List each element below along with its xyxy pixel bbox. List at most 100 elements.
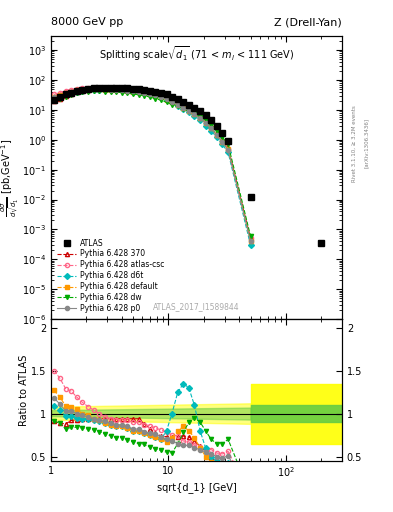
Pythia 6.428 370 (170, 95, 174, 101)
ATLAS (170, 94, 174, 100)
Pythia 6.428 d6t (215, 134, 219, 140)
Pythia 6.428 atlas-csc (119, 86, 124, 92)
Pythia 6.428 dw (119, 90, 124, 96)
Pythia 6.428 370 (215, 129, 219, 135)
Pythia 6.428 atlas-csc (175, 100, 180, 106)
Pythia 6.428 p0 (114, 87, 119, 93)
Pythia 6.428 d6t (63, 91, 68, 97)
Pythia 6.428 default (203, 120, 208, 126)
Pythia 6.428 p0 (198, 115, 202, 121)
Pythia 6.428 p0 (75, 88, 79, 94)
Pythia 6.428 p0 (153, 92, 158, 98)
Pythia 6.428 atlas-csc (164, 94, 169, 100)
Pythia 6.428 p0 (108, 87, 113, 93)
Pythia 6.428 370 (52, 98, 57, 104)
ATLAS (198, 108, 202, 114)
Pythia 6.428 atlas-csc (97, 85, 102, 91)
Pythia 6.428 p0 (215, 132, 219, 138)
Pythia 6.428 atlas-csc (63, 88, 68, 94)
Pythia 6.428 d6t (209, 127, 213, 134)
ATLAS (159, 90, 163, 96)
ATLAS (136, 86, 141, 92)
Pythia 6.428 370 (153, 90, 158, 96)
Pythia 6.428 p0 (136, 89, 141, 95)
Pythia 6.428 dw (186, 108, 191, 114)
Pythia 6.428 default (136, 89, 141, 95)
Pythia 6.428 dw (175, 103, 180, 110)
Pythia 6.428 atlas-csc (108, 86, 113, 92)
Pythia 6.428 370 (175, 98, 180, 104)
Pythia 6.428 d6t (52, 95, 57, 101)
Pythia 6.428 dw (248, 233, 253, 239)
Pythia 6.428 d6t (142, 90, 147, 96)
ATLAS (220, 130, 225, 136)
Pythia 6.428 370 (142, 88, 147, 94)
ATLAS (86, 86, 90, 92)
Pythia 6.428 atlas-csc (203, 119, 208, 125)
Pythia 6.428 d6t (86, 87, 90, 93)
Pythia 6.428 370 (58, 95, 62, 101)
ATLAS (63, 91, 68, 97)
Pythia 6.428 370 (114, 86, 119, 92)
Line: Pythia 6.428 atlas-csc: Pythia 6.428 atlas-csc (52, 86, 253, 241)
Pythia 6.428 dw (142, 93, 147, 99)
Pythia 6.428 atlas-csc (131, 87, 136, 93)
ATLAS (131, 86, 136, 92)
Pythia 6.428 p0 (80, 87, 85, 93)
Pythia 6.428 atlas-csc (181, 103, 186, 110)
Pythia 6.428 370 (226, 144, 230, 151)
Pythia 6.428 d6t (186, 109, 191, 115)
Pythia 6.428 dw (215, 127, 219, 134)
Pythia 6.428 default (97, 86, 102, 92)
Pythia 6.428 370 (164, 93, 169, 99)
Pythia 6.428 p0 (125, 88, 130, 94)
Pythia 6.428 370 (198, 113, 202, 119)
Pythia 6.428 atlas-csc (159, 93, 163, 99)
Pythia 6.428 atlas-csc (147, 90, 152, 96)
Pythia 6.428 370 (63, 93, 68, 99)
Pythia 6.428 p0 (209, 125, 213, 132)
Pythia 6.428 default (58, 92, 62, 98)
Pythia 6.428 dw (97, 88, 102, 94)
Pythia 6.428 d6t (119, 87, 124, 93)
Y-axis label: Ratio to ATLAS: Ratio to ATLAS (20, 354, 29, 425)
Pythia 6.428 370 (181, 101, 186, 108)
Pythia 6.428 370 (136, 87, 141, 93)
ATLAS (75, 88, 79, 94)
Pythia 6.428 default (119, 87, 124, 93)
Pythia 6.428 atlas-csc (86, 85, 90, 91)
Pythia 6.428 default (108, 87, 113, 93)
Pythia 6.428 default (69, 89, 74, 95)
Pythia 6.428 default (248, 238, 253, 244)
Pythia 6.428 dw (92, 88, 96, 94)
Pythia 6.428 default (198, 115, 202, 121)
Legend: ATLAS, Pythia 6.428 370, Pythia 6.428 atlas-csc, Pythia 6.428 d6t, Pythia 6.428 : ATLAS, Pythia 6.428 370, Pythia 6.428 at… (55, 236, 167, 315)
Pythia 6.428 p0 (175, 101, 180, 108)
Pythia 6.428 default (164, 97, 169, 103)
Pythia 6.428 default (220, 139, 225, 145)
Line: Pythia 6.428 d6t: Pythia 6.428 d6t (52, 88, 253, 247)
Pythia 6.428 atlas-csc (153, 91, 158, 97)
Pythia 6.428 atlas-csc (170, 97, 174, 103)
Pythia 6.428 d6t (226, 150, 230, 156)
Pythia 6.428 p0 (119, 87, 124, 93)
Pythia 6.428 atlas-csc (226, 146, 230, 152)
Pythia 6.428 d6t (159, 94, 163, 100)
Pythia 6.428 default (170, 99, 174, 105)
Pythia 6.428 dw (136, 92, 141, 98)
Pythia 6.428 d6t (198, 117, 202, 123)
Pythia 6.428 p0 (69, 89, 74, 95)
Pythia 6.428 p0 (97, 86, 102, 92)
Pythia 6.428 dw (153, 95, 158, 101)
Pythia 6.428 dw (164, 99, 169, 105)
Pythia 6.428 atlas-csc (248, 236, 253, 242)
Pythia 6.428 default (80, 87, 85, 93)
Pythia 6.428 atlas-csc (80, 85, 85, 91)
ATLAS (103, 85, 107, 91)
Pythia 6.428 370 (86, 87, 90, 93)
Pythia 6.428 atlas-csc (209, 124, 213, 131)
ATLAS (153, 89, 158, 95)
Pythia 6.428 370 (119, 86, 124, 92)
Pythia 6.428 dw (209, 122, 213, 128)
Pythia 6.428 d6t (114, 87, 119, 93)
